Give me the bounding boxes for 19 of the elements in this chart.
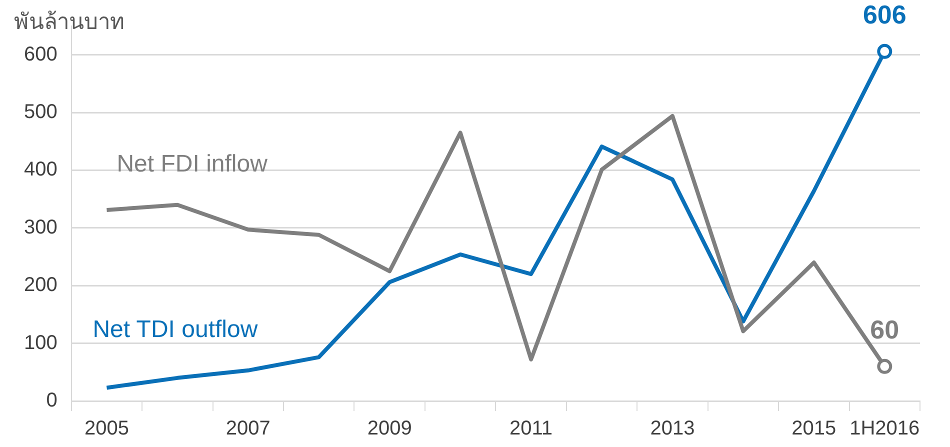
data-label: 606 bbox=[862, 0, 906, 30]
y-tick-label: 300 bbox=[24, 216, 58, 238]
x-tick-label: 2013 bbox=[650, 418, 695, 440]
y-tick-label: 500 bbox=[24, 101, 58, 124]
data-label: 60 bbox=[870, 314, 900, 345]
x-tick-label: 1H2016 bbox=[850, 418, 920, 440]
y-tick-label: 200 bbox=[24, 274, 58, 296]
x-tick-label: 2005 bbox=[84, 418, 129, 440]
series-label: Net FDI inflow bbox=[116, 150, 268, 178]
y-tick-label: 600 bbox=[24, 43, 58, 66]
y-axis-title: พันล้านบาท bbox=[14, 9, 125, 34]
x-tick-label: 2015 bbox=[792, 418, 836, 440]
y-tick-label: 100 bbox=[24, 332, 58, 354]
y-tick-label: 0 bbox=[46, 390, 58, 412]
series-label: Net TDI outflow bbox=[92, 316, 258, 344]
x-tick-label: 2007 bbox=[226, 418, 270, 440]
x-tick-label: 2009 bbox=[367, 418, 412, 440]
y-tick-label: 400 bbox=[24, 158, 58, 181]
x-tick-label: 2011 bbox=[510, 418, 553, 440]
